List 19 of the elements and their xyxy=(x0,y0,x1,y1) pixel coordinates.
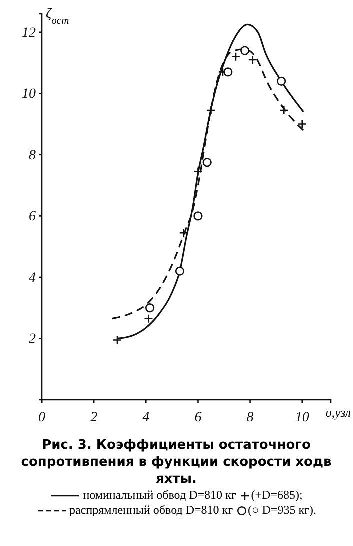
x-tick-label: 0 xyxy=(38,410,46,426)
y-axis-title: ζ$_{ост}$ xyxy=(46,7,70,26)
legend-label: распрямленный обвод D=810 кг xyxy=(68,503,234,517)
y-tick-label: 12 xyxy=(22,26,36,41)
legend-label: (○ D=935 кг). xyxy=(248,503,316,517)
legend-label: (+D=685); xyxy=(251,488,303,502)
text: Рис. 3. Коэффициенты остаточного сопротивпения в функции скорости ходв яхты. xyxy=(20,437,333,488)
x-tick-label: 4 xyxy=(142,410,150,426)
x-tick-label: 8 xyxy=(246,410,254,426)
x-axis-title: υ,узл xyxy=(326,405,352,420)
x-tick-label: 10 xyxy=(295,410,310,426)
y-tick-label: 10 xyxy=(22,87,36,102)
x-tick-label: 6 xyxy=(194,410,202,426)
y-tick-label: 6 xyxy=(29,210,36,225)
x-tick-label: 2 xyxy=(90,410,98,426)
y-tick-label: 8 xyxy=(29,148,36,164)
y-tick-label: 2 xyxy=(29,332,36,348)
y-tick-label: 4 xyxy=(29,270,36,286)
legend-label: номинальный обвод D=810 кг xyxy=(82,488,238,502)
